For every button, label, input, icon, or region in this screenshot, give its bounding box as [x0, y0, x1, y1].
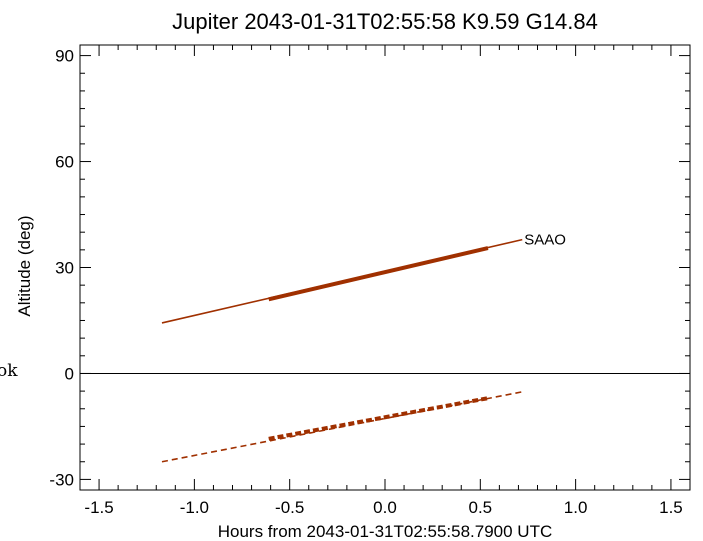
x-tick-label: 1.0 [564, 498, 588, 517]
y-axis-label: Altitude (deg) [15, 215, 34, 316]
y-tick-label: -30 [49, 470, 74, 489]
y-tick-label: 60 [55, 153, 74, 172]
stray-ok-label: ok [0, 361, 18, 381]
plot-frame [79, 44, 691, 491]
x-tick-label: -1.5 [84, 498, 113, 517]
x-tick-label: 1.5 [659, 498, 683, 517]
dashed-series-highlight [268, 396, 489, 441]
chart-marks: -1.5 -1.0 -0.5 0.0 0.5 1.0 1.5 -30 0 30 60 90 SAAO [49, 45, 691, 517]
y-tick-label: 0 [65, 364, 74, 383]
x-tick-label: -0.5 [275, 498, 304, 517]
x-tick-label: 0.5 [468, 498, 492, 517]
saao-series-highlight [268, 246, 489, 302]
x-tick-label: 0.0 [373, 498, 397, 517]
y-tick-label: 30 [55, 259, 74, 278]
series-label-saao: SAAO [524, 232, 566, 249]
y-tick-label: 90 [55, 47, 74, 66]
x-axis-label: Hours from 2043-01-31T02:55:58.7900 UTC [218, 522, 553, 541]
chart-title: Jupiter 2043-01-31T02:55:58 K9.59 G14.84 [172, 9, 598, 34]
x-tick-label: -1.0 [180, 498, 209, 517]
